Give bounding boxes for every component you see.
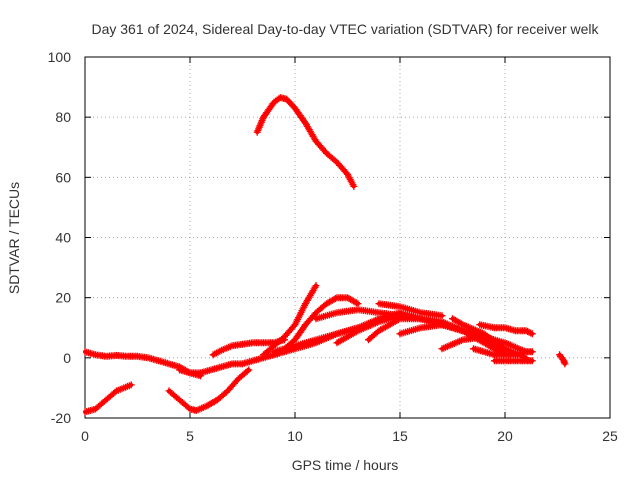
y-tick-label: 80 — [55, 109, 71, 125]
data-point — [243, 367, 251, 375]
x-tick-label: 5 — [186, 428, 194, 444]
data-point — [528, 330, 536, 338]
data-point — [528, 357, 536, 365]
data-point — [394, 316, 402, 324]
series-trace-18 — [470, 345, 536, 359]
series-trace-20 — [476, 321, 536, 338]
data-point — [312, 282, 320, 290]
series-trace-6 — [253, 94, 358, 190]
data-point — [524, 328, 532, 335]
data-point — [501, 345, 509, 353]
x-tick-label: 15 — [392, 428, 408, 444]
series-trace-14 — [375, 300, 446, 320]
series-trace-17 — [449, 315, 509, 353]
x-tick-label: 10 — [287, 428, 303, 444]
x-tick-label: 25 — [602, 428, 618, 444]
data-point — [499, 344, 507, 352]
data-point — [354, 300, 362, 308]
series-trace-5 — [209, 336, 288, 359]
series-trace-2 — [83, 381, 135, 416]
data-point — [245, 366, 253, 374]
y-tick-label: 40 — [55, 230, 71, 246]
series-trace-7 — [260, 282, 320, 359]
data-point — [528, 348, 536, 356]
series-trace-19 — [491, 357, 536, 365]
data-point — [127, 381, 135, 389]
data-point — [254, 127, 262, 134]
y-tick-label: 60 — [55, 169, 71, 185]
data-point — [256, 122, 264, 129]
data-point — [527, 329, 535, 337]
series-line — [255, 95, 356, 189]
x-axis-label: GPS time / hours — [292, 457, 399, 473]
data-point — [332, 295, 339, 302]
data-point — [522, 327, 530, 335]
y-tick-label: 20 — [55, 290, 71, 306]
y-tick-label: 100 — [48, 49, 72, 65]
y-axis-label: SDTVAR / TECUs — [6, 182, 22, 294]
data-point — [559, 355, 567, 363]
data-layer — [83, 94, 569, 416]
chart-title: Day 361 of 2024, Sidereal Day-to-day VTE… — [91, 21, 599, 37]
data-point — [525, 328, 533, 336]
data-point — [458, 320, 465, 328]
y-tick-label: -20 — [51, 410, 71, 426]
data-point — [353, 299, 360, 307]
data-point — [561, 360, 569, 368]
series-trace-3 — [165, 366, 253, 414]
y-tick-label: 0 — [63, 350, 71, 366]
tick-layer: 0 5 10 15 20 25 -20 0 20 40 60 80 100 — [48, 49, 618, 444]
series-trace-21 — [556, 351, 569, 368]
x-tick-label: 20 — [497, 428, 513, 444]
x-tick-label: 0 — [81, 428, 89, 444]
data-point — [350, 182, 358, 190]
data-point — [438, 312, 446, 320]
